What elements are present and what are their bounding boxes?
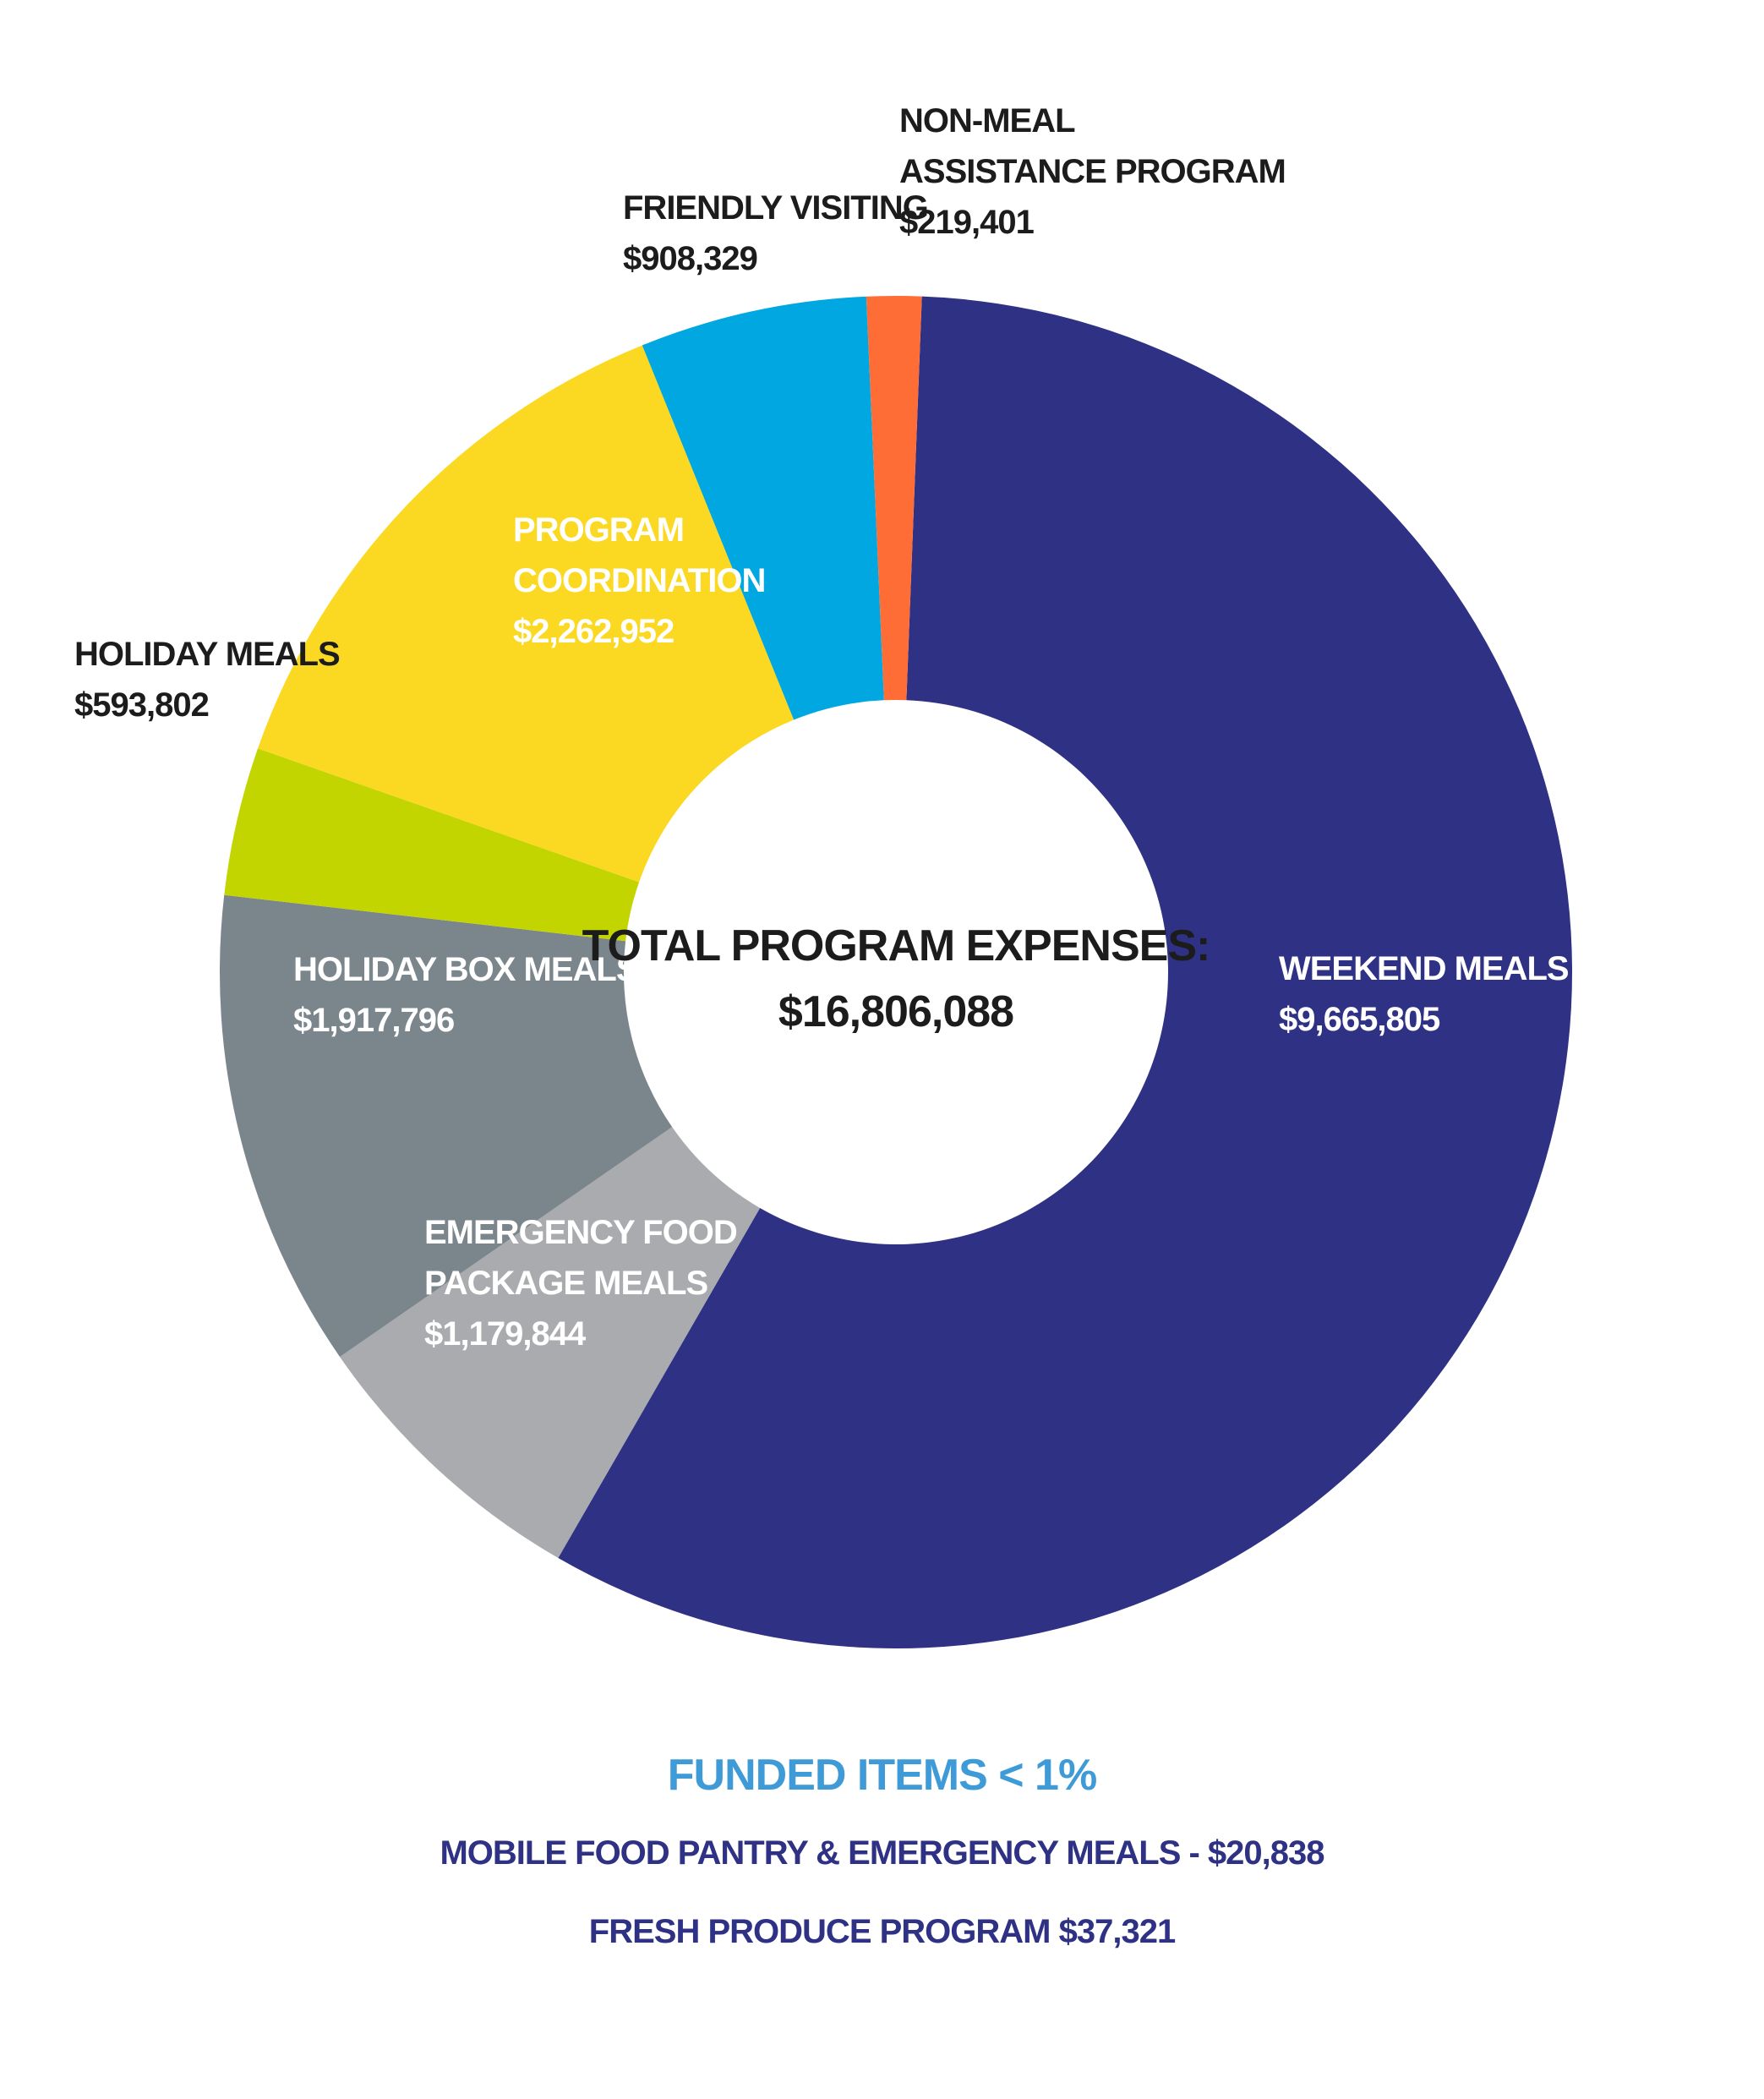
slice-name: HOLIDAY BOX MEALS [293,951,639,988]
center-label-line-2: $16,806,088 [778,987,1014,1036]
slice-value: $2,262,952 [513,613,674,650]
slice-name: COORDINATION [513,562,766,599]
slice-emergency-food-package-meals [340,1127,761,1559]
slice-value: $908,329 [623,240,758,277]
slice-value: $1,179,844 [424,1315,586,1353]
slice-name: NON-MEAL [899,102,1076,139]
slice-value: $1,917,796 [293,1002,455,1039]
slice-weekend-meals [558,296,1573,1649]
slice-name: PROGRAM [513,511,685,549]
slice-name: EMERGENCY FOOD [424,1214,738,1251]
slice-label: WEEKEND MEALS $9,665,805 [1279,943,1570,1045]
center-label: TOTAL PROGRAM EXPENSES: $16,806,088 [558,913,1234,1045]
funded-items-title: FUNDED ITEMS < 1% [667,1751,1097,1800]
slice-name: WEEKEND MEALS [1279,950,1570,987]
slice-non-meal-assistance-program [866,296,922,701]
slice-value: $593,802 [74,686,210,724]
slice-name: HOLIDAY MEALS [74,636,341,673]
slice-label: HOLIDAY MEALS $593,802 [74,629,341,730]
slice-holiday-meals [224,748,640,942]
slice-name: PACKAGE MEALS [424,1265,708,1302]
funded-item-mobile-food-pantry: MOBILE FOOD PANTRY & EMERGENCY MEALS - $… [440,1834,1324,1872]
center-label-line-1: TOTAL PROGRAM EXPENSES: [582,921,1211,970]
funded-item-fresh-produce: FRESH PRODUCE PROGRAM $37,321 [588,1913,1176,1950]
slice-value: $9,665,805 [1279,1001,1440,1038]
slice-label: PROGRAM COORDINATION $2,262,952 [513,505,766,657]
chart-slices [220,296,1573,1649]
slice-label: NON-MEAL ASSISTANCE PROGRAM $219,401 [899,96,1286,248]
slice-value: $219,401 [899,204,1035,241]
slice-label: EMERGENCY FOOD PACKAGE MEALS $1,179,844 [424,1207,738,1359]
slice-holiday-box-meals [220,894,673,1358]
slice-program-coordination [258,345,795,883]
slice-name: FRIENDLY VISITING [623,189,929,227]
slice-label: FRIENDLY VISITING $908,329 [623,183,929,284]
slice-friendly-visiting [642,296,884,720]
slice-label: HOLIDAY BOX MEALS $1,917,796 [293,944,639,1046]
slice-name: ASSISTANCE PROGRAM [899,153,1286,190]
